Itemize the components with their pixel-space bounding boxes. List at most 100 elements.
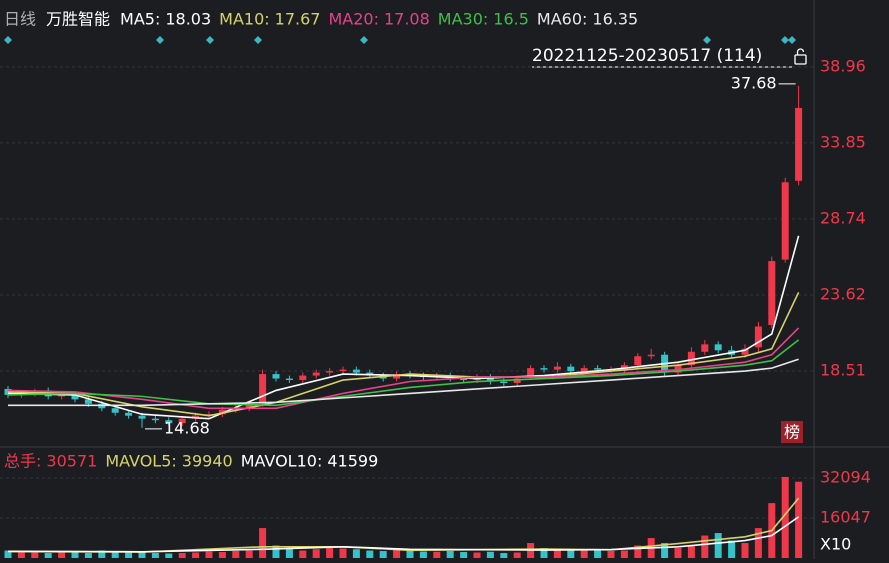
volume-bar [741, 543, 749, 558]
volume-bar [326, 548, 334, 558]
stock-name: 万胜智能 [46, 10, 110, 29]
candle-body [326, 371, 334, 373]
volume-bar [125, 552, 133, 558]
volume-bar [245, 550, 253, 558]
volume-bar [272, 545, 280, 558]
volume-bar [661, 543, 669, 558]
candle-body [513, 378, 521, 384]
volume-bar [393, 550, 401, 558]
volume-bar [17, 551, 25, 558]
candle-body [111, 408, 119, 413]
volume-bar [84, 553, 92, 558]
volume-bar [205, 551, 213, 558]
ma-line [7, 339, 800, 407]
candle-body [741, 348, 749, 355]
candle-body [58, 394, 66, 397]
candle-body [553, 366, 561, 370]
candle-body [299, 375, 307, 381]
candle-body [352, 369, 360, 373]
ma-line [7, 235, 800, 420]
mavol-value: 39940 [182, 452, 233, 471]
mavol-line [7, 497, 800, 553]
volume-bar [620, 550, 628, 558]
candle-body [272, 374, 280, 379]
volume-bar [594, 550, 602, 558]
volume-bar [352, 549, 360, 558]
ma-name: MA5: [120, 10, 160, 29]
badge[interactable]: 榜 [784, 423, 800, 442]
volume-total-value: 30571 [46, 452, 97, 471]
volume-bar [553, 549, 561, 558]
candle-body [312, 372, 320, 376]
badge-box[interactable] [781, 421, 803, 443]
volume-tick-label: 16047 [820, 507, 871, 526]
volume-bar [44, 553, 52, 558]
ma-value: 16.5 [493, 10, 529, 29]
candle-body [151, 418, 159, 421]
candle-body [259, 374, 267, 404]
candle-body [245, 405, 253, 409]
y-tick-label: 18.51 [820, 360, 866, 379]
candle-body [714, 344, 722, 351]
volume-bar [379, 551, 387, 558]
candle-body [594, 368, 602, 370]
ma-value: 16.35 [592, 10, 638, 29]
max-label: 37.68 [731, 73, 777, 92]
candle-body [178, 418, 186, 424]
volume-bar [754, 528, 762, 558]
y-tick-label: 28.74 [820, 208, 866, 227]
candle-body [218, 409, 226, 415]
volume-bar [567, 550, 575, 558]
volume-bar [232, 551, 240, 558]
candle-body [781, 182, 789, 260]
lock-icon[interactable] [794, 48, 807, 65]
candle-body [500, 381, 508, 384]
mavol-name: MAVOL10: [241, 452, 323, 471]
ma-line [7, 291, 800, 417]
candle-body [527, 368, 535, 378]
volume-bar [299, 550, 307, 558]
volume-bar [4, 550, 12, 558]
candle-body [795, 107, 803, 181]
volume-tick-label: 32094 [820, 467, 871, 486]
volume-bar [540, 548, 548, 558]
volume-bar [218, 552, 226, 558]
volume-bar [312, 549, 320, 558]
volume-bar [71, 552, 79, 558]
volume-bar [138, 552, 146, 558]
candle-body [285, 378, 293, 381]
volume-bar [178, 553, 186, 558]
mavol-line [7, 516, 800, 553]
volume-bar [111, 551, 119, 558]
range-label[interactable]: 20221125-20230517 (114) [532, 46, 762, 66]
volume-bar [795, 481, 803, 558]
volume-bar [634, 545, 642, 558]
candle-body [486, 377, 494, 382]
candle-body [84, 399, 92, 404]
ma-name: MA30: [438, 10, 489, 29]
volume-bar [460, 552, 468, 558]
y-tick-label: 33.85 [820, 132, 866, 151]
volume-bar [714, 533, 722, 558]
mavol-name: MAVOL5: [105, 452, 176, 471]
min-label: 14.68 [164, 418, 210, 437]
candle-body [634, 356, 642, 366]
volume-bar [406, 550, 414, 558]
candle-body [393, 374, 401, 379]
candle-body [647, 354, 655, 357]
candle-body [165, 420, 173, 424]
volume-unit: X10 [820, 535, 851, 554]
candle-body [339, 369, 347, 372]
candle-body [701, 344, 709, 352]
volume-bar [513, 552, 521, 558]
ma-value: 17.67 [275, 10, 321, 29]
candle-body [567, 366, 575, 372]
volume-bar [446, 551, 454, 558]
volume-total-name: 总手: [4, 452, 41, 471]
ma-line [7, 327, 800, 410]
candle-body [687, 351, 695, 366]
volume-bar [98, 550, 106, 558]
ma-value: 17.08 [384, 10, 430, 29]
